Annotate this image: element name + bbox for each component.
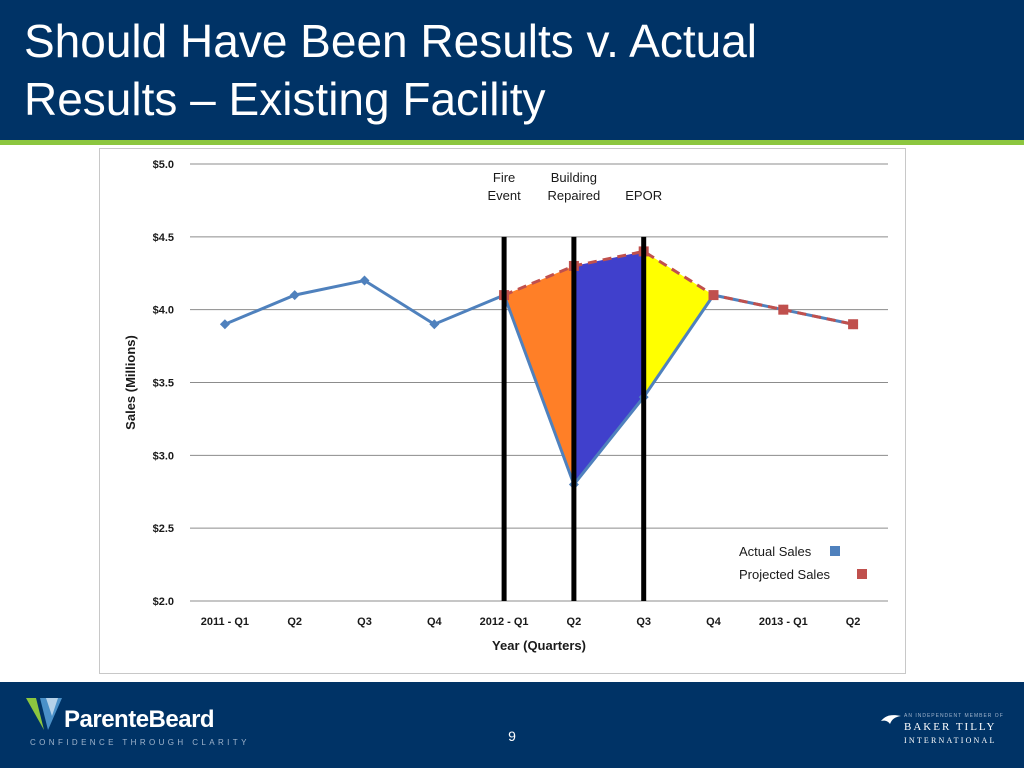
- x-tick-label: Q3: [636, 616, 651, 628]
- x-tick-label: 2012 - Q1: [480, 616, 529, 628]
- partner-member-note: AN INDEPENDENT MEMBER OF: [904, 713, 1004, 719]
- y-tick-label: $3.5: [153, 378, 174, 390]
- parentebeard-logo-mark-icon: [26, 698, 62, 730]
- x-tick-label: 2011 - Q1: [201, 616, 249, 628]
- gap-fill-fire-to-repair: [504, 265, 574, 485]
- y-tick-label: $4.0: [153, 305, 174, 317]
- y-axis-title: Sales (Millions): [123, 335, 138, 430]
- x-axis-title: Year (Quarters): [492, 638, 586, 653]
- event-label: Fire Event: [487, 170, 521, 203]
- y-tick-label: $2.0: [153, 596, 174, 608]
- slide-header: Should Have Been Results v. Actual Resul…: [0, 0, 1024, 140]
- actual-sales-point: [359, 275, 370, 286]
- event-label-line: Building: [551, 170, 597, 185]
- x-tick-label: Q4: [427, 616, 443, 628]
- baker-tilly-bird-icon: [881, 715, 901, 724]
- projected-sales-line: [503, 249, 854, 326]
- projected-sales-point: [778, 304, 789, 315]
- y-tick-label: $5.0: [153, 159, 174, 171]
- slide-footer: ParenteBeard CONFIDENCE THROUGH CLARITY …: [0, 682, 1024, 768]
- parentebeard-logo: ParenteBeard: [64, 706, 215, 733]
- x-tick-label: Q2: [287, 616, 302, 628]
- partner-logo-name: BAKER TILLY: [904, 721, 997, 733]
- x-tick-label: Q4: [706, 616, 722, 628]
- slide-title-line-2: Results – Existing Facility: [24, 73, 546, 125]
- event-label-line: Fire: [493, 170, 515, 185]
- gap-fill-repair-to-epor: [573, 251, 644, 485]
- event-label-line: Repaired: [548, 188, 601, 203]
- legend-projected-label: Projected Sales: [739, 567, 831, 582]
- event-label: Building Repaired: [548, 170, 601, 203]
- slide-title: Should Have Been Results v. Actual Resul…: [24, 12, 757, 128]
- projected-sales-point: [708, 290, 719, 301]
- actual-sales-point: [289, 290, 300, 301]
- x-tick-label: Q2: [846, 616, 861, 628]
- actual-sales-line: [224, 278, 854, 488]
- legend-projected-swatch: [857, 569, 867, 579]
- slide-title-line-1: Should Have Been Results v. Actual: [24, 15, 758, 67]
- partner-logo-subtitle: INTERNATIONAL: [904, 736, 997, 745]
- event-label-line: EPOR: [625, 188, 662, 203]
- legend-actual-label: Actual Sales: [739, 544, 812, 559]
- x-tick-label: 2013 - Q1: [759, 616, 808, 628]
- event-label: EPOR: [625, 188, 662, 203]
- event-label-line: Event: [487, 188, 521, 203]
- y-tick-label: $4.5: [153, 232, 174, 244]
- sales-chart: $2.0 $2.5 $3.0 $3.5 $4.0 $4.5 $5.0 2011 - Q1 Q2 Q…: [123, 159, 888, 653]
- header-accent-bar: [0, 140, 1024, 145]
- actual-sales-point: [219, 319, 230, 330]
- x-tick-label: Q3: [357, 616, 372, 628]
- parentebeard-tagline: CONFIDENCE THROUGH CLARITY: [30, 738, 250, 747]
- y-tick-label: $3.0: [153, 450, 174, 462]
- actual-sales-point: [429, 319, 440, 330]
- legend-actual-swatch: [830, 546, 840, 556]
- y-tick-label: $2.5: [153, 523, 174, 535]
- projected-sales-point: [848, 319, 859, 330]
- x-tick-label: Q2: [567, 616, 582, 628]
- page-number: 9: [508, 728, 516, 744]
- gap-fill-epor-to-recovery: [643, 251, 714, 398]
